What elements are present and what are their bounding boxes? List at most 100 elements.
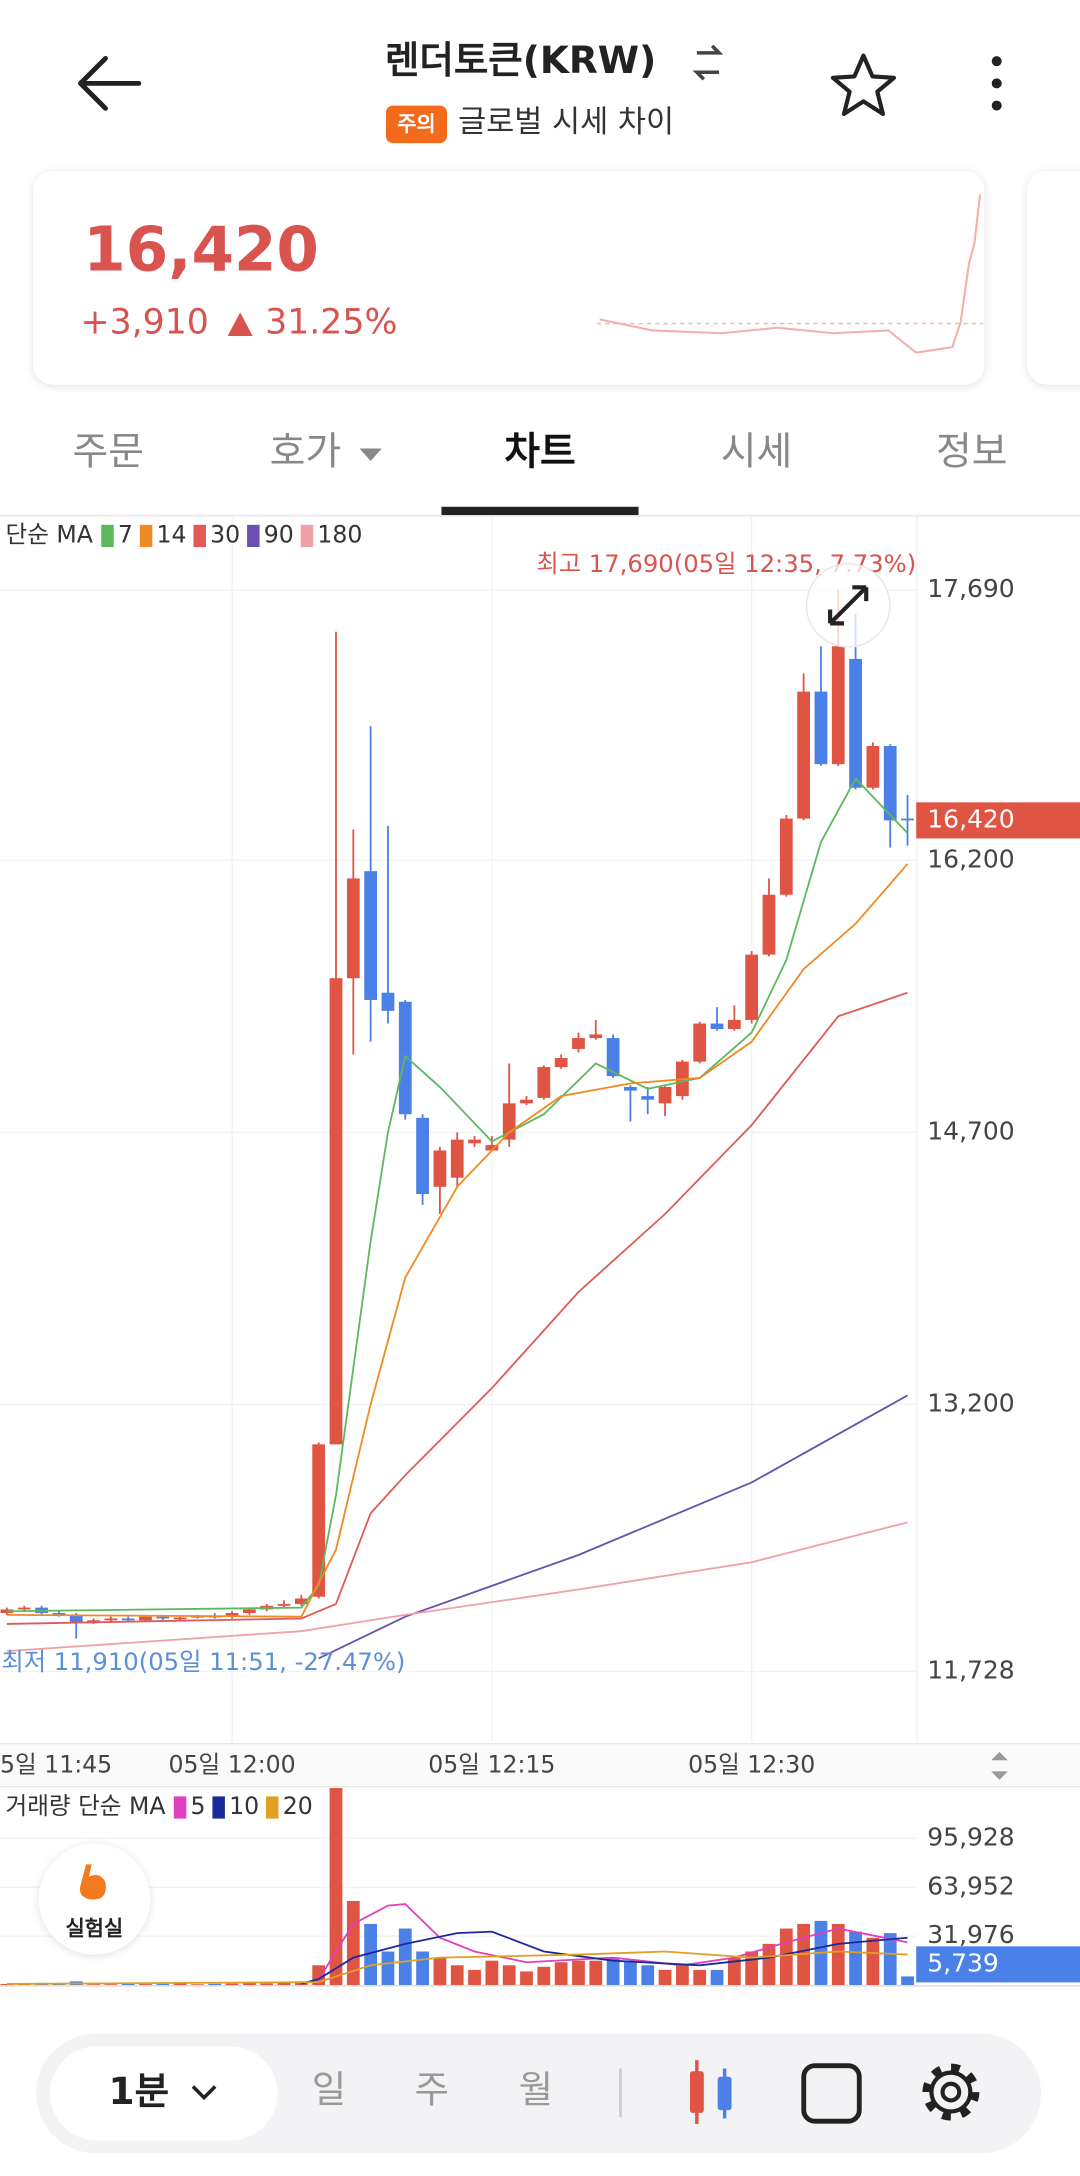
period-option[interactable]: 월 [519,2068,553,2112]
volume-bar [208,1983,222,1986]
candle-body [104,1618,118,1621]
next-card[interactable] [1027,170,1080,385]
x-tick-label: 05일 12:00 [169,1750,296,1778]
candle-body [745,954,759,1020]
interval-label: 1분 [109,2069,170,2113]
volume-bar [450,1965,464,1986]
drawing-button[interactable] [801,2063,862,2124]
y-tick-label: 11,728 [927,1655,1014,1684]
legend-swatch [266,1796,279,1819]
expand-button[interactable] [805,562,891,648]
volume-bar [554,1962,568,1986]
last-price-label: 16,420 [927,804,1014,833]
candle-body [849,658,862,788]
candle-body [554,1058,568,1068]
volume-bar [693,1969,707,1986]
tab[interactable]: 시세 [721,430,793,475]
legend-swatch [247,524,260,548]
volume-bar [398,1928,412,1986]
volume-bar [381,1951,395,1986]
menu-dot [991,78,1002,89]
x-tick-label: 05일 12:30 [688,1750,815,1778]
square-icon [801,2063,862,2124]
price-change: +3,910 [81,303,209,343]
tab[interactable]: 정보 [936,430,1008,475]
candle-body [797,691,811,819]
candle-body [866,746,880,788]
y-tick-label: 16,200 [927,844,1014,873]
candle-body [779,818,793,895]
volume-bar [675,1965,689,1986]
candle-body [658,1087,672,1104]
volume-bar [121,1983,135,1986]
lab-button[interactable]: 실험실 [38,1843,150,1955]
legend-label: 30 [210,520,240,548]
volume-bar [866,1937,880,1986]
legend-swatch [101,524,114,548]
tab[interactable]: 주문 [73,430,145,475]
settings-button[interactable] [922,2063,980,2121]
resize-handle[interactable] [991,1751,1008,1780]
candle-body [17,1607,31,1610]
tab-caret [359,448,382,461]
candle-body [173,1617,187,1620]
legend-label: 90 [264,520,294,548]
tab-underline [441,506,639,516]
candle-body [537,1067,551,1098]
candle-body [520,1099,533,1104]
legend-swatch [212,1796,225,1819]
sparkline [599,194,982,354]
notice-text[interactable]: 글로벌 시세 차이 [458,105,674,140]
candle-body [433,1150,447,1187]
x-tick-label: 05일 11:45 [0,1750,112,1778]
candle-body [156,1616,170,1619]
candle-body [831,646,845,765]
interval-selector[interactable]: 1분 [49,2046,278,2141]
back-icon [78,55,142,111]
legend-label: 7 [118,520,133,548]
volume-bar [658,1969,672,1986]
menu-button[interactable] [991,56,1002,111]
interval-pill [49,2046,278,2141]
gear-ring [929,2070,973,2114]
candle-body [814,691,828,765]
tab[interactable]: 호가 [270,430,342,475]
volume-bar [502,1965,516,1986]
period-option[interactable]: 주 [414,2068,448,2112]
volume-bar [831,1923,845,1986]
tab-active[interactable]: 차트 [504,430,576,475]
chart-type-button[interactable] [689,2060,732,2124]
charts: 17,690 16,200 14,700 13,200 11,728 05일 11:45 0… [0,515,1080,1987]
legend-label: 20 [283,1792,313,1820]
legend-label: 10 [229,1792,259,1820]
volume-bar [173,1983,187,1986]
period-option[interactable]: 일 [312,2068,346,2112]
favorite-button[interactable] [830,53,897,116]
candle-body [346,878,360,979]
icon-body [717,2076,732,2111]
candle-body [883,746,897,821]
candle-body [641,1096,655,1100]
volume-bar [277,1982,291,1986]
candle-body [139,1616,152,1621]
low-label: 최저 11,910(05일 11:51, -27.47%) [1,1647,405,1676]
candle-body [277,1603,291,1606]
x-axis-band [0,1743,1080,1787]
volume-bar [624,1960,637,1986]
star-icon [830,53,897,116]
candle-body [710,1023,724,1029]
icon-body [689,2071,704,2113]
menu-dot [991,100,1002,111]
ma-line [6,1521,908,1653]
lab-logo [79,1864,106,1900]
candle-body [624,1087,637,1091]
candle-body [693,1023,707,1062]
legend-swatch [193,524,206,548]
bottom-bar [36,2033,1042,2154]
ma-line [318,1394,908,1660]
candle-body [572,1038,585,1049]
back-button[interactable] [78,55,142,111]
candle-body [294,1598,308,1604]
